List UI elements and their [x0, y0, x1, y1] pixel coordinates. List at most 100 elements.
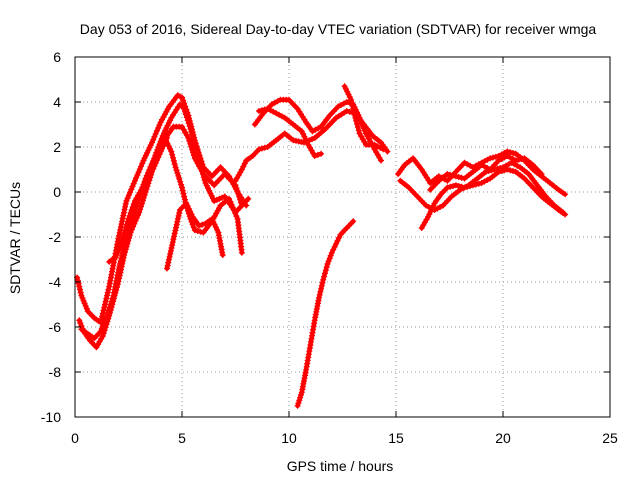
data-point [232, 210, 239, 217]
data-point [194, 228, 201, 234]
data-point [153, 127, 160, 134]
data-point [167, 145, 173, 152]
data-point [351, 111, 358, 118]
data-point [76, 317, 83, 324]
data-point [105, 309, 111, 316]
data-point [196, 159, 203, 166]
data-point [107, 301, 114, 308]
data-point [105, 307, 112, 313]
data-point [164, 140, 171, 147]
data-point [178, 181, 185, 188]
y-tick-label: 0 [53, 184, 61, 200]
data-point [256, 108, 262, 114]
data-point [320, 276, 327, 283]
data-point [105, 286, 112, 293]
data-point [342, 86, 349, 92]
data-point [125, 216, 132, 222]
data-point [187, 208, 194, 215]
data-point [119, 252, 126, 259]
data-point [188, 128, 195, 135]
data-point [314, 151, 321, 158]
data-point [515, 156, 522, 163]
data-point [116, 261, 123, 267]
series-arc-f [164, 200, 226, 272]
data-point [504, 166, 511, 173]
data-point [300, 130, 307, 137]
data-point [345, 91, 352, 98]
data-point [197, 228, 204, 235]
data-point [512, 157, 519, 164]
data-point [341, 83, 348, 90]
data-point [186, 137, 193, 144]
data-point [99, 313, 106, 320]
data-point [104, 312, 111, 319]
data-point [140, 194, 147, 201]
data-point [309, 136, 315, 143]
series-arc-n [418, 166, 569, 231]
data-point [139, 160, 146, 167]
chart-title: Day 053 of 2016, Sidereal Day-to-day VTE… [80, 21, 597, 37]
data-point [99, 333, 106, 339]
tick-marks [74, 56, 611, 418]
data-point [236, 193, 243, 200]
data-point [119, 215, 126, 222]
data-point [142, 189, 149, 195]
data-point [304, 139, 310, 146]
data-point [99, 323, 106, 330]
data-point [447, 171, 454, 178]
x-tick-label: 25 [602, 430, 618, 446]
series-arc-k [341, 83, 387, 153]
data-point [128, 207, 135, 213]
data-point [127, 189, 133, 196]
data-point [319, 279, 326, 286]
data-point [470, 182, 476, 189]
data-point [384, 148, 391, 155]
data-point [139, 197, 146, 204]
data-point [216, 195, 223, 202]
data-point [109, 295, 116, 302]
data-point [122, 227, 129, 234]
data-series [74, 83, 569, 409]
data-point [179, 187, 186, 194]
data-point [507, 167, 514, 174]
data-point [108, 298, 115, 305]
data-point [133, 174, 140, 181]
y-tick-label: 4 [53, 94, 61, 110]
data-point [475, 180, 482, 187]
data-point [155, 125, 162, 131]
data-point [297, 394, 304, 401]
data-point [115, 269, 122, 276]
data-point [194, 153, 201, 160]
data-point [102, 298, 109, 305]
data-point [123, 198, 130, 204]
data-point [350, 105, 357, 112]
data-point [324, 261, 331, 267]
data-point [295, 400, 302, 407]
data-point [518, 156, 525, 162]
data-point [198, 165, 205, 172]
data-point [79, 295, 86, 302]
data-point [233, 185, 240, 192]
data-point [212, 224, 219, 231]
data-point [200, 171, 206, 178]
data-point [124, 218, 131, 225]
data-point [229, 204, 236, 211]
data-point [167, 250, 174, 257]
y-axis-label: SDTVAR / TECUs [7, 182, 23, 294]
data-point [191, 227, 198, 234]
data-point [507, 149, 514, 156]
data-point [498, 168, 505, 174]
data-point [122, 200, 129, 207]
data-point [353, 117, 360, 124]
data-point [124, 195, 131, 202]
data-point [322, 270, 328, 277]
data-point [187, 126, 194, 132]
data-point [296, 397, 303, 404]
data-point [349, 102, 356, 109]
data-point [170, 157, 177, 164]
data-point [354, 124, 361, 131]
y-tick-label: 6 [53, 49, 61, 65]
y-tick-label: -10 [41, 409, 61, 425]
data-point [184, 202, 191, 209]
